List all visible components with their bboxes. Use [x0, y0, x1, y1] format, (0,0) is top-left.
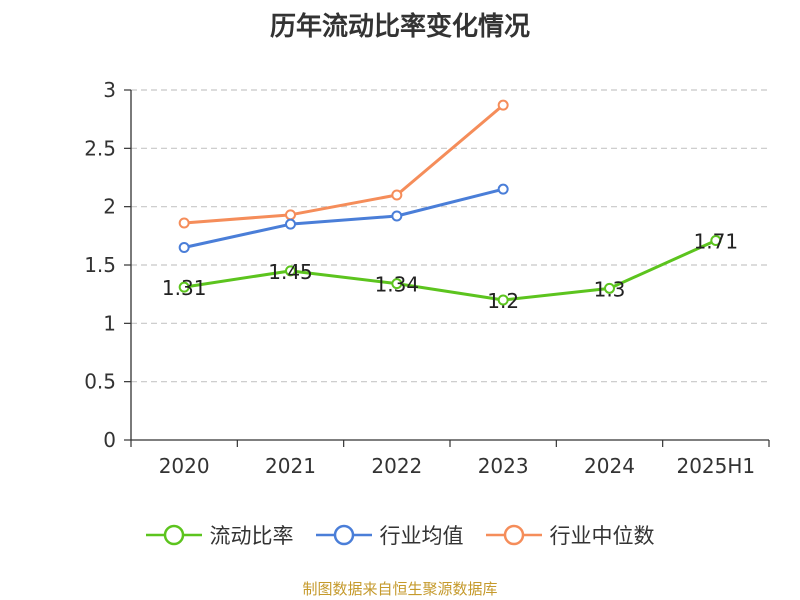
- data-point: [604, 282, 615, 294]
- data-point: [391, 210, 403, 222]
- data-label: 1.31: [162, 276, 207, 300]
- data-point: [178, 281, 190, 293]
- data-label: 1.45: [268, 260, 313, 284]
- data-point: [391, 278, 403, 290]
- data-point: [710, 235, 722, 246]
- legend-item[interactable]: 行业均值: [315, 520, 464, 550]
- data-point: [285, 265, 296, 277]
- legend-swatch: [315, 524, 372, 546]
- y-tick-label: 2: [103, 195, 116, 219]
- data-label: 1.71: [694, 230, 739, 254]
- legend-item[interactable]: 流动比率: [145, 520, 294, 550]
- data-label: 1.2: [487, 289, 519, 313]
- legend-label: 行业中位数: [549, 524, 655, 548]
- legend-swatch: [145, 524, 202, 546]
- x-tick-label: 2023: [478, 454, 529, 478]
- x-tick-label: 2022: [371, 454, 422, 478]
- legend: 流动比率 行业均值 行业中位数: [0, 520, 800, 550]
- y-tick-label: 1: [103, 311, 116, 335]
- y-tick-label: 2.5: [84, 136, 116, 160]
- chart-title: 历年流动比率变化情况: [269, 12, 530, 42]
- data-point: [497, 99, 509, 111]
- legend-label: 流动比率: [209, 524, 294, 548]
- data-labels: 1.31 1.45 1.34 1.2 1.3 1.71: [162, 230, 738, 314]
- legend-item[interactable]: 行业中位数: [485, 520, 655, 550]
- data-point: [285, 218, 296, 230]
- data-label: 1.34: [375, 273, 420, 297]
- data-point: [497, 183, 509, 195]
- data-label: 1.3: [594, 277, 626, 301]
- data-point: [497, 294, 509, 306]
- x-tick-label: 2020: [159, 454, 210, 478]
- x-tick-label: 2024: [584, 454, 635, 478]
- series-line: [184, 104, 505, 225]
- series-line: [183, 187, 504, 249]
- series-line: [183, 239, 717, 302]
- data-point: [178, 242, 190, 253]
- y-tick-label: 1.5: [84, 253, 116, 277]
- legend-label: 行业均值: [379, 524, 464, 548]
- grid-lines: [131, 89, 769, 383]
- x-tick-label: 2025H1: [676, 454, 755, 478]
- legend-swatch: [485, 524, 542, 546]
- series-2: [178, 99, 509, 229]
- y-tick-label: 0: [103, 428, 116, 452]
- y-tick-label: 0.5: [84, 370, 116, 394]
- data-point: [391, 189, 403, 201]
- x-tick-label: 2021: [265, 454, 316, 478]
- series-1: [178, 183, 509, 253]
- series-0: [178, 235, 722, 306]
- data-point: [285, 209, 296, 221]
- y-tick-label: 3: [103, 78, 116, 102]
- data-point: [178, 217, 190, 229]
- source-note: 制图数据来自恒生聚源数据库: [302, 580, 498, 598]
- series: [178, 99, 722, 306]
- axes: 0 0.5 1 1.5 2 2.5 3 2020 2021 2022 2023 2024 2025H1: [84, 78, 770, 478]
